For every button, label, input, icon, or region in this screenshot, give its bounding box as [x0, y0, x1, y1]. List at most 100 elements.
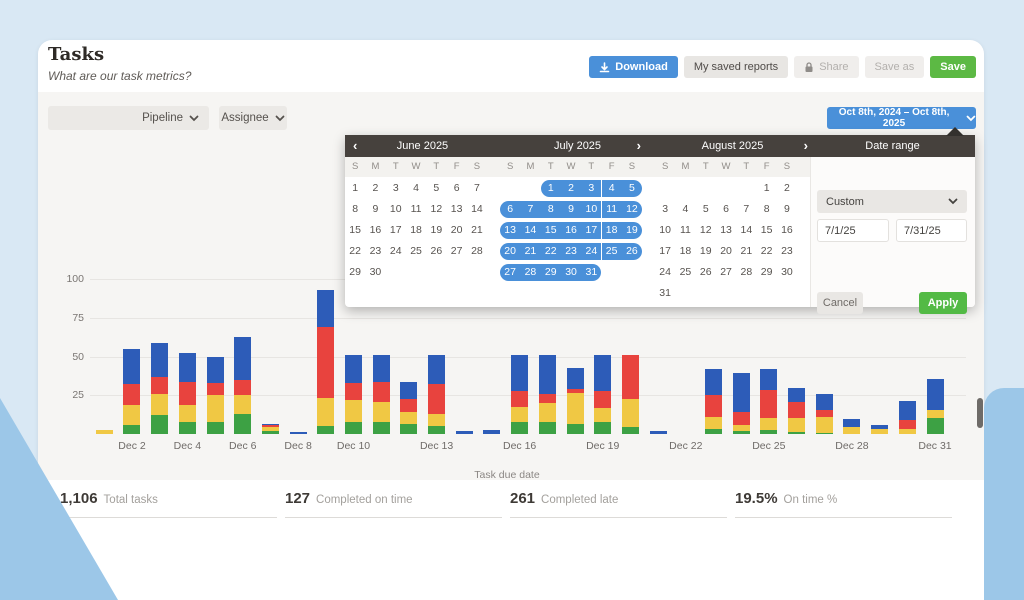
- calendar-day[interactable]: 20: [450, 223, 463, 236]
- calendar-day[interactable]: 6: [723, 202, 729, 215]
- apply-button[interactable]: Apply: [919, 292, 967, 314]
- calendar-day[interactable]: 18: [601, 221, 622, 239]
- range-preset-select[interactable]: Custom: [817, 190, 967, 213]
- calendar-day[interactable]: 13: [450, 202, 463, 215]
- calendar-day[interactable]: 7: [743, 202, 750, 215]
- calendar-day[interactable]: 13: [720, 223, 732, 236]
- calendar-day[interactable]: 11: [410, 202, 422, 215]
- calendar-day[interactable]: 26: [430, 244, 443, 257]
- date-range-button[interactable]: Oct 8th, 2024 – Oct 8th, 2025: [827, 107, 976, 129]
- calendar-day[interactable]: 12: [621, 200, 643, 218]
- download-button[interactable]: Download: [589, 56, 678, 78]
- share-button[interactable]: Share: [794, 56, 859, 78]
- calendar-day[interactable]: 14: [520, 221, 541, 239]
- save-button[interactable]: Save: [930, 56, 976, 78]
- calendar-day[interactable]: 12: [699, 223, 712, 236]
- calendar-day[interactable]: 16: [781, 223, 793, 236]
- calendar-day[interactable]: 14: [471, 202, 483, 215]
- calendar-prev-icon[interactable]: ‹: [353, 138, 358, 153]
- calendar-day[interactable]: 1: [352, 182, 359, 194]
- calendar-day[interactable]: 1: [540, 180, 561, 197]
- pipeline-filter-button[interactable]: Pipeline: [48, 106, 209, 130]
- calendar-day[interactable]: 5: [702, 202, 709, 215]
- calendar-day[interactable]: 4: [601, 180, 622, 197]
- calendar-day[interactable]: 8: [763, 202, 770, 215]
- calendar-next-icon[interactable]: ›: [636, 138, 641, 153]
- calendar-day[interactable]: 30: [369, 265, 382, 278]
- calendar-day[interactable]: 25: [601, 242, 622, 260]
- calendar-day[interactable]: 18: [410, 223, 422, 236]
- calendar-day[interactable]: 6: [500, 200, 521, 218]
- calendar-day[interactable]: 22: [760, 244, 773, 257]
- calendar-day[interactable]: 29: [760, 265, 773, 278]
- calendar-day[interactable]: 17: [659, 244, 671, 257]
- calendar-day[interactable]: 16: [560, 221, 582, 239]
- calendar-day[interactable]: 22: [540, 242, 561, 260]
- calendar-day[interactable]: 14: [740, 223, 753, 236]
- calendar-day[interactable]: 3: [392, 182, 399, 194]
- save-as-button[interactable]: Save as: [864, 56, 925, 78]
- calendar-day[interactable]: 23: [369, 244, 382, 257]
- assignee-filter-button[interactable]: Assignee: [219, 106, 287, 130]
- calendar-day[interactable]: 4: [682, 202, 689, 215]
- cancel-button[interactable]: Cancel: [817, 292, 863, 314]
- calendar-day[interactable]: 30: [560, 263, 582, 281]
- calendar-day[interactable]: 21: [471, 223, 483, 236]
- calendar-day[interactable]: 2: [560, 180, 582, 197]
- calendar-day[interactable]: 28: [520, 263, 541, 281]
- calendar-day[interactable]: 9: [784, 202, 790, 215]
- calendar-day[interactable]: 31: [659, 286, 671, 299]
- calendar-day[interactable]: 10: [581, 200, 602, 218]
- calendar-day[interactable]: 19: [430, 223, 443, 236]
- calendar-day[interactable]: 24: [659, 265, 671, 278]
- calendar-day[interactable]: 15: [349, 223, 361, 236]
- calendar-day[interactable]: 17: [581, 221, 602, 239]
- calendar-day[interactable]: 20: [500, 242, 521, 260]
- calendar-day[interactable]: 7: [520, 200, 541, 218]
- calendar-day[interactable]: 2: [784, 182, 790, 194]
- calendar-day[interactable]: 20: [720, 244, 732, 257]
- calendar-day[interactable]: 5: [621, 180, 643, 197]
- calendar-day[interactable]: 28: [740, 265, 753, 278]
- calendar-day[interactable]: 17: [389, 223, 402, 236]
- calendar-day[interactable]: 4: [413, 182, 419, 194]
- calendar-day[interactable]: 21: [740, 244, 753, 257]
- calendar-day[interactable]: 13: [500, 221, 521, 239]
- calendar-day[interactable]: 27: [450, 244, 463, 257]
- calendar-day[interactable]: 26: [621, 242, 643, 260]
- calendar-day[interactable]: 15: [760, 223, 773, 236]
- calendar-day[interactable]: 24: [389, 244, 402, 257]
- calendar-day[interactable]: 9: [560, 200, 582, 218]
- calendar-day[interactable]: 8: [352, 202, 359, 215]
- saved-reports-button[interactable]: My saved reports: [683, 56, 789, 78]
- calendar-day[interactable]: 28: [471, 244, 483, 257]
- calendar-day[interactable]: 29: [540, 263, 561, 281]
- calendar-day[interactable]: 5: [433, 182, 440, 194]
- calendar-day[interactable]: 30: [781, 265, 793, 278]
- calendar-day[interactable]: 16: [369, 223, 382, 236]
- calendar-day[interactable]: 21: [520, 242, 541, 260]
- calendar-day[interactable]: 11: [679, 223, 691, 236]
- calendar-day[interactable]: 27: [500, 263, 521, 281]
- calendar-day[interactable]: 10: [389, 202, 402, 215]
- calendar-day[interactable]: 29: [349, 265, 361, 278]
- calendar-day[interactable]: 3: [662, 202, 669, 215]
- calendar-day[interactable]: 3: [581, 180, 602, 197]
- calendar-day[interactable]: 7: [474, 182, 480, 194]
- calendar-day[interactable]: 12: [430, 202, 443, 215]
- calendar-day[interactable]: 6: [453, 182, 460, 194]
- calendar-day[interactable]: 31: [581, 263, 602, 281]
- calendar-day[interactable]: 2: [372, 182, 379, 194]
- start-date-input[interactable]: [817, 219, 889, 242]
- calendar-day[interactable]: 26: [699, 265, 712, 278]
- calendar-day[interactable]: 22: [349, 244, 361, 257]
- calendar-day[interactable]: 25: [410, 244, 422, 257]
- calendar-day[interactable]: 15: [540, 221, 561, 239]
- calendar-day[interactable]: 27: [720, 265, 732, 278]
- calendar-day[interactable]: 23: [781, 244, 793, 257]
- scrollbar-thumb[interactable]: [977, 398, 983, 428]
- calendar-next-icon[interactable]: ›: [803, 138, 808, 153]
- calendar-day[interactable]: 24: [581, 242, 602, 260]
- calendar-day[interactable]: 23: [560, 242, 582, 260]
- calendar-day[interactable]: 8: [540, 200, 561, 218]
